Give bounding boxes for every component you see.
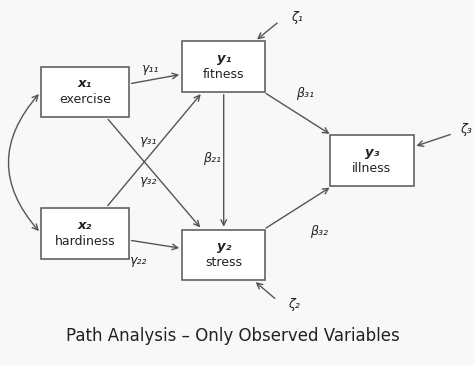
Text: β₂₁: β₂₁ (203, 153, 221, 165)
Text: ζ₂: ζ₂ (288, 299, 300, 311)
FancyArrowPatch shape (9, 95, 38, 230)
FancyBboxPatch shape (182, 230, 265, 280)
Text: fitness: fitness (203, 68, 245, 81)
Text: y₁: y₁ (217, 52, 231, 65)
Text: stress: stress (205, 257, 242, 269)
Text: ζ₃: ζ₃ (460, 123, 472, 137)
Text: γ₃₁: γ₃₁ (138, 134, 156, 147)
Text: γ₁₁: γ₁₁ (141, 62, 158, 75)
Text: hardiness: hardiness (55, 235, 115, 248)
Text: y₃: y₃ (365, 146, 379, 159)
Text: x₁: x₁ (78, 77, 92, 91)
Text: β₃₁: β₃₁ (296, 87, 314, 100)
Text: β₃₂: β₃₂ (310, 225, 328, 238)
FancyBboxPatch shape (330, 135, 414, 186)
Text: illness: illness (352, 162, 392, 175)
Text: γ₃₂: γ₃₂ (138, 174, 156, 187)
Text: x₂: x₂ (78, 219, 92, 232)
FancyBboxPatch shape (41, 66, 129, 117)
FancyBboxPatch shape (182, 41, 265, 92)
Text: Path Analysis – Only Observed Variables: Path Analysis – Only Observed Variables (66, 327, 400, 345)
Text: ζ₁: ζ₁ (291, 11, 302, 24)
Text: exercise: exercise (59, 93, 111, 107)
FancyBboxPatch shape (41, 208, 129, 258)
Text: y₂: y₂ (217, 241, 231, 253)
Text: γ₂₂: γ₂₂ (129, 254, 147, 267)
